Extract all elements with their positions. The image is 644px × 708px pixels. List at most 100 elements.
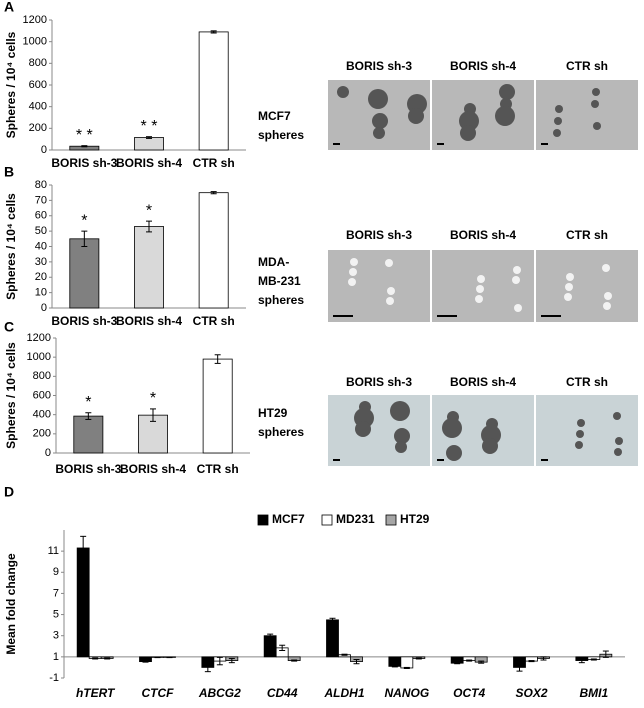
y-tick-label: 0 (45, 447, 51, 459)
bar (400, 656, 414, 669)
x-tick-label: CTCF (142, 686, 175, 700)
y-tick-label: 600 (33, 389, 51, 401)
image-label: BORIS sh-3 (346, 228, 412, 242)
sphere (613, 412, 621, 420)
sphere (615, 437, 623, 445)
legend-label: MCF7 (272, 512, 305, 526)
bar (202, 358, 233, 454)
panel-letter: A (4, 0, 14, 15)
sphere (603, 302, 611, 310)
sphere (337, 86, 349, 98)
bar (69, 238, 100, 309)
x-tick-label: CTR sh (197, 462, 239, 476)
y-tick-label: 5 (53, 608, 59, 620)
legend-label: MD231 (336, 512, 375, 526)
y-tick-label: 70 (35, 194, 47, 206)
y-tick-label: 9 (53, 566, 59, 578)
x-tick-label: CD44 (267, 686, 298, 700)
y-tick-label: 200 (29, 122, 47, 134)
bar (76, 547, 90, 658)
y-tick-label: 11 (48, 545, 59, 557)
y-tick-label: 800 (33, 370, 51, 382)
legend-swatch (257, 514, 269, 526)
micrograph (536, 80, 638, 150)
y-axis-label: Spheres / 10⁴ cells (4, 31, 18, 138)
legend-swatch (321, 514, 333, 526)
y-tick-label: 50 (35, 225, 47, 237)
sphere (576, 430, 584, 438)
sphere (348, 278, 356, 286)
x-tick-label: SOX2 (515, 686, 547, 700)
y-tick-label: 1200 (23, 14, 47, 26)
sphere (593, 122, 601, 130)
sphere (446, 445, 462, 461)
image-label: BORIS sh-4 (450, 228, 516, 242)
sphere (575, 441, 583, 449)
y-tick-label: 30 (35, 256, 47, 268)
sphere (460, 125, 476, 141)
bar (198, 31, 229, 151)
x-tick-label: BORIS sh-3 (51, 314, 117, 328)
sphere (555, 105, 563, 113)
sphere (499, 84, 515, 100)
image-label: CTR sh (566, 375, 608, 389)
sphere (349, 268, 357, 276)
x-tick-label: ABCG2 (198, 686, 241, 700)
bar (134, 137, 164, 151)
y-tick-label: 1000 (27, 351, 51, 363)
cell-label: spheres (258, 128, 304, 142)
image-label: BORIS sh-3 (346, 59, 412, 73)
cell-label: spheres (258, 425, 304, 439)
y-axis-label: Spheres / 10⁴ cells (4, 342, 18, 449)
y-tick-label: 400 (29, 101, 47, 113)
y-tick-label: 7 (53, 587, 59, 599)
bar (134, 226, 164, 309)
y-tick-label: 0 (41, 302, 47, 314)
x-tick-label: NANOG (384, 686, 429, 700)
micrograph (328, 395, 430, 466)
sphere (394, 428, 410, 444)
x-tick-label: ALDH1 (323, 686, 364, 700)
micrograph (432, 80, 534, 150)
y-tick-label: 40 (35, 240, 47, 252)
annotation: * (81, 212, 87, 229)
image-label: CTR sh (566, 59, 608, 73)
y-axis-label: Mean fold change (4, 553, 18, 655)
sphere (373, 127, 385, 139)
sphere (513, 266, 521, 274)
y-tick-label: 600 (29, 79, 47, 91)
sphere (408, 108, 424, 124)
sphere (407, 94, 427, 114)
image-label: CTR sh (566, 228, 608, 242)
x-tick-label: CTR sh (193, 314, 235, 328)
y-tick-label: 3 (53, 630, 59, 642)
sphere (482, 438, 498, 454)
sphere (577, 419, 585, 427)
x-tick-label: OCT4 (453, 686, 485, 700)
y-tick-label: 800 (29, 57, 47, 69)
x-tick-label: BORIS sh-4 (116, 156, 182, 170)
bar (326, 619, 339, 658)
micrograph (536, 395, 638, 466)
image-label: BORIS sh-3 (346, 375, 412, 389)
sphere (565, 283, 573, 291)
sphere (390, 401, 410, 421)
sphere (442, 418, 462, 438)
cell-label: MB-231 (258, 274, 301, 288)
image-label: BORIS sh-4 (450, 375, 516, 389)
sphere (591, 100, 599, 108)
panel-letter: D (4, 484, 14, 500)
x-tick-label: BORIS sh-4 (120, 462, 186, 476)
sphere (368, 89, 388, 109)
annotation: * * (76, 127, 93, 144)
y-tick-label: 1 (53, 651, 59, 663)
x-tick-label: BMI1 (579, 686, 608, 700)
panel-letter: C (4, 319, 14, 335)
y-tick-label: 200 (33, 428, 51, 440)
panel-letter: B (4, 164, 14, 180)
micrograph (536, 250, 638, 322)
micrograph (328, 250, 430, 322)
sphere (395, 441, 407, 453)
bar (73, 415, 104, 454)
